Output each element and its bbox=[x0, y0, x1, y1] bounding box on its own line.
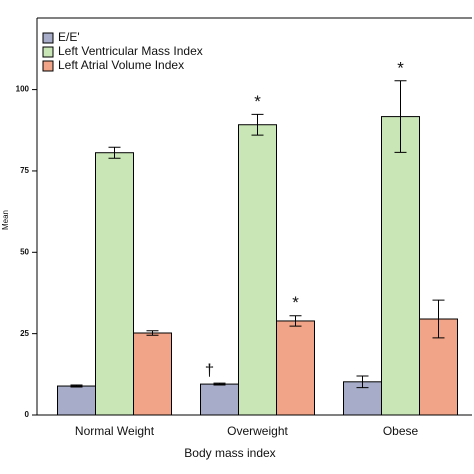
x-axis-label: Body mass index bbox=[184, 446, 275, 460]
legend-label: Left Atrial Volume Index bbox=[58, 58, 184, 72]
legend-swatch bbox=[42, 60, 54, 72]
bar bbox=[95, 152, 134, 416]
y-tick-label: 50 bbox=[20, 247, 29, 256]
annotation: * bbox=[292, 293, 299, 312]
annotation: * bbox=[254, 92, 261, 111]
bar bbox=[133, 332, 172, 416]
error-bar bbox=[356, 375, 369, 389]
annotation: * bbox=[397, 58, 404, 77]
legend-label: E/E' bbox=[58, 30, 80, 44]
bar bbox=[57, 385, 96, 416]
bar bbox=[276, 320, 315, 416]
x-tick-label: Overweight bbox=[227, 424, 288, 438]
error-bar bbox=[213, 382, 226, 386]
bar bbox=[238, 124, 277, 416]
legend-label: Left Ventricular Mass Index bbox=[58, 44, 203, 58]
error-bar bbox=[251, 113, 264, 136]
y-tick-label: 75 bbox=[20, 166, 29, 175]
error-bar bbox=[108, 146, 121, 159]
x-tick-label: Normal Weight bbox=[75, 424, 155, 438]
error-bar bbox=[432, 299, 445, 339]
x-tick-label: Obese bbox=[383, 424, 419, 438]
error-bar bbox=[146, 330, 159, 336]
bar bbox=[381, 116, 420, 416]
error-bar bbox=[394, 80, 407, 153]
y-axis-label: Mean bbox=[1, 210, 10, 230]
error-bar bbox=[70, 384, 83, 388]
y-tick-label: 0 bbox=[25, 410, 30, 419]
legend-swatch bbox=[42, 32, 54, 44]
y-tick-label: 25 bbox=[20, 329, 29, 338]
bar bbox=[200, 383, 239, 416]
y-tick-label: 100 bbox=[16, 85, 30, 94]
legend-swatch bbox=[42, 46, 54, 58]
annotation: † bbox=[205, 361, 214, 380]
error-bar bbox=[289, 315, 302, 327]
